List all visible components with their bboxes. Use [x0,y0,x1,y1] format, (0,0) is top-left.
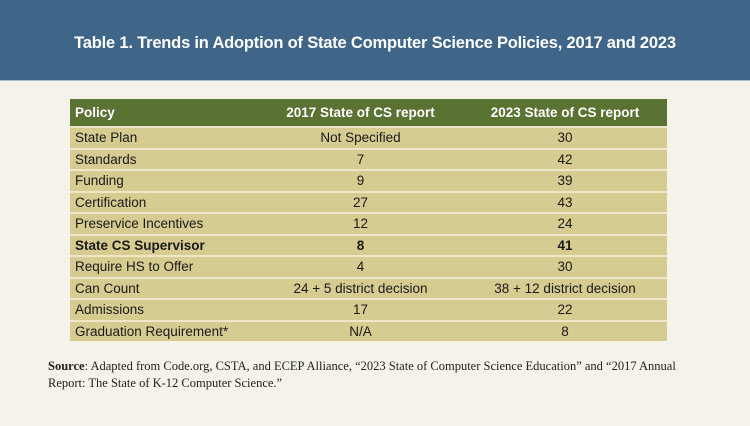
header-policy: Policy [70,99,258,127]
cell-policy: Graduation Requirement* [70,319,258,341]
cell-2017: 7 [258,147,463,170]
cell-2017: 8 [258,233,463,256]
header-2023: 2023 State of CS report [463,99,667,127]
table-row: Graduation Requirement* N/A 8 [70,319,667,341]
header-2017: 2017 State of CS report [258,99,463,127]
table-row: Funding 9 39 [70,169,667,192]
cell-2023: 42 [463,147,667,170]
cell-2017: 4 [258,255,463,278]
table-row: State CS Supervisor 8 41 [70,233,667,256]
cell-policy: Preservice Incentives [70,212,258,235]
source-label: Source [48,359,85,373]
cell-2017: 27 [258,190,463,213]
table-row: Require HS to Offer 4 30 [70,255,667,278]
cell-2017: 12 [258,212,463,235]
cell-policy: State Plan [70,126,258,149]
cell-policy: Certification [70,190,258,213]
table-row: Standards 7 42 [70,147,667,170]
cell-2023: 38 + 12 district decision [463,276,667,299]
table-title: Table 1. Trends in Adoption of State Com… [74,33,676,52]
table-row: Can Count 24 + 5 district decision 38 + 12… [70,276,667,299]
policy-table-container: Policy 2017 State of CS report 2023 Stat… [70,99,667,341]
cell-policy: State CS Supervisor [70,233,258,256]
cell-policy: Standards [70,147,258,170]
source-note: Source: Adapted from Code.org, CSTA, and… [48,358,708,392]
cell-2023: 22 [463,298,667,321]
cell-2017: N/A [258,319,463,341]
source-text: : Adapted from Code.org, CSTA, and ECEP … [48,359,676,390]
cell-policy: Require HS to Offer [70,255,258,278]
cell-2023: 30 [463,255,667,278]
cell-2017: 24 + 5 district decision [258,276,463,299]
cell-policy: Funding [70,169,258,192]
cell-policy: Admissions [70,298,258,321]
table-row: Admissions 17 22 [70,298,667,321]
table-row: State Plan Not Specified 30 [70,126,667,149]
cell-2023: 43 [463,190,667,213]
cell-2023: 24 [463,212,667,235]
table-row: Preservice Incentives 12 24 [70,212,667,235]
cell-2023: 30 [463,126,667,149]
cell-2017: Not Specified [258,126,463,149]
policy-table: Policy 2017 State of CS report 2023 Stat… [70,99,667,341]
cell-2017: 9 [258,169,463,192]
cell-2017: 17 [258,298,463,321]
cell-2023: 39 [463,169,667,192]
cell-policy: Can Count [70,276,258,299]
table-row: Certification 27 43 [70,190,667,213]
cell-2023: 41 [463,233,667,256]
title-banner: Table 1. Trends in Adoption of State Com… [0,0,750,81]
table-header-row: Policy 2017 State of CS report 2023 Stat… [70,99,667,127]
cell-2023: 8 [463,319,667,341]
